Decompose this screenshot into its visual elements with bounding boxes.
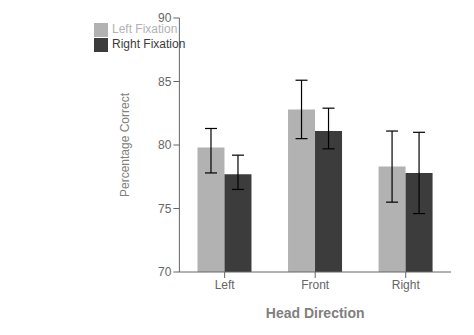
svg-text:90: 90 xyxy=(158,11,172,25)
svg-text:85: 85 xyxy=(158,75,172,89)
svg-text:75: 75 xyxy=(158,202,172,216)
html-text:Right Fixation: Right Fixation xyxy=(112,36,186,51)
svg-text:80: 80 xyxy=(158,138,172,152)
svg-text:Percentage Correct: Percentage Correct xyxy=(118,92,132,197)
html-text:Left Fixation: Left Fixation xyxy=(112,22,178,36)
svg-text:70: 70 xyxy=(158,265,172,279)
svg-text:Head Direction: Head Direction xyxy=(266,305,365,321)
svg-text:Right: Right xyxy=(392,278,421,292)
svg-text:Left: Left xyxy=(215,278,236,292)
svg-text:Front: Front xyxy=(301,278,330,292)
